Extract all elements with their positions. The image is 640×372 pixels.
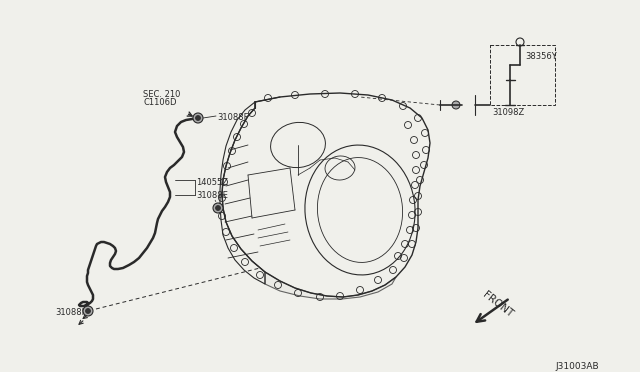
Circle shape (86, 308, 90, 314)
Circle shape (216, 205, 221, 211)
Bar (490, 45, 555, 105)
Text: SEC. 210: SEC. 210 (143, 90, 180, 99)
Text: 31098Z: 31098Z (492, 108, 524, 117)
Text: C1106D: C1106D (143, 98, 177, 107)
Text: 31088E: 31088E (196, 191, 228, 200)
Circle shape (213, 203, 223, 213)
Circle shape (195, 115, 200, 121)
Circle shape (452, 101, 460, 109)
Text: 14055Z: 14055Z (196, 178, 228, 187)
Circle shape (83, 306, 93, 316)
Polygon shape (265, 272, 396, 299)
Text: J31003AB: J31003AB (555, 362, 598, 371)
Text: 31088F: 31088F (217, 113, 248, 122)
Circle shape (193, 113, 203, 123)
Text: FRONT: FRONT (481, 290, 515, 320)
Text: 31088F: 31088F (55, 308, 86, 317)
Text: 38356Y: 38356Y (525, 52, 557, 61)
